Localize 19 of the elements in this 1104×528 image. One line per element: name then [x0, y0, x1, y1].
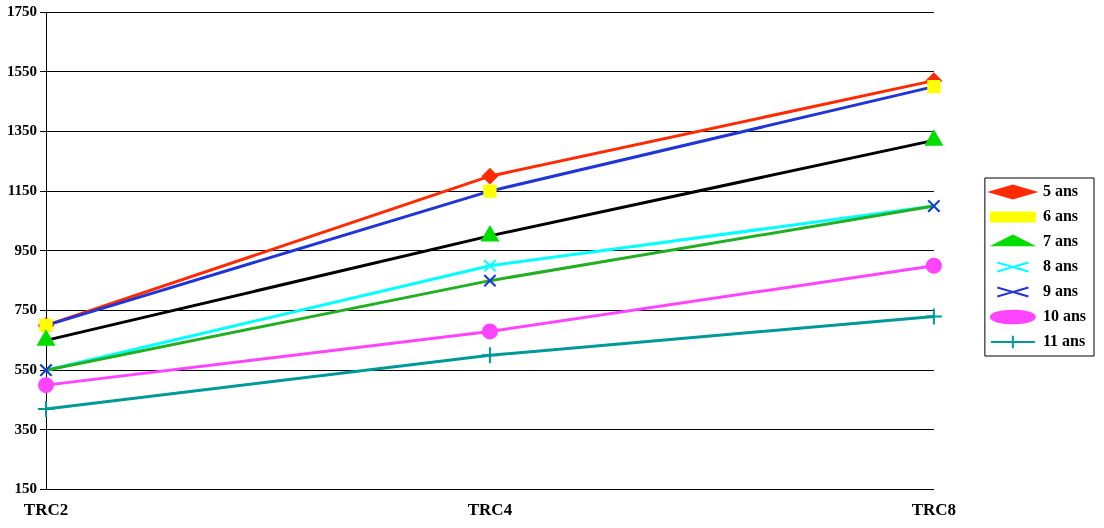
y-tick-label: 150 — [14, 480, 37, 497]
legend-label: 11 ans — [1042, 332, 1086, 350]
y-tick-label: 1350 — [7, 122, 37, 139]
legend-label: 9 ans — [1042, 282, 1078, 300]
y-tick-label: 1150 — [7, 181, 37, 198]
legend-label: 10 ans — [1042, 307, 1086, 325]
x-tick-label: TRC4 — [467, 500, 513, 520]
y-tick-label: 550 — [14, 361, 37, 378]
legend-label: 7 ans — [1042, 232, 1078, 250]
y-tick-label: 750 — [14, 301, 37, 318]
y-tick-label: 350 — [14, 420, 37, 437]
legend-label: 5 ans — [1042, 182, 1078, 200]
x-tick-label: TRC2 — [23, 500, 69, 520]
legend-label: 6 ans — [1042, 207, 1078, 225]
y-tick-label: 1550 — [7, 62, 37, 79]
y-tick-label: 950 — [14, 241, 37, 258]
x-tick-label: TRC8 — [911, 500, 957, 520]
y-tick-label: 1750 — [7, 2, 37, 19]
legend-label: 8 ans — [1042, 257, 1078, 275]
